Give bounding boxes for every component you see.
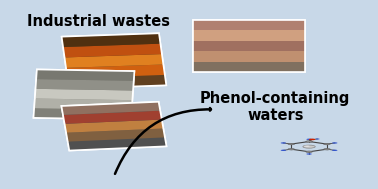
Polygon shape — [63, 44, 162, 57]
Ellipse shape — [288, 148, 294, 150]
Ellipse shape — [324, 143, 330, 145]
Polygon shape — [66, 64, 165, 78]
Text: Industrial wastes: Industrial wastes — [28, 14, 170, 29]
Polygon shape — [34, 70, 135, 119]
Ellipse shape — [303, 145, 315, 148]
Ellipse shape — [309, 139, 315, 140]
Polygon shape — [62, 102, 166, 150]
Polygon shape — [68, 137, 166, 150]
Ellipse shape — [306, 141, 312, 142]
Ellipse shape — [332, 150, 338, 151]
Ellipse shape — [306, 151, 312, 153]
Polygon shape — [68, 75, 166, 89]
Ellipse shape — [281, 142, 286, 144]
Ellipse shape — [288, 143, 294, 145]
Polygon shape — [62, 102, 160, 115]
Text: Phenol-containing
waters: Phenol-containing waters — [200, 91, 350, 123]
Ellipse shape — [332, 142, 338, 144]
Polygon shape — [193, 30, 305, 41]
Polygon shape — [193, 62, 305, 72]
Polygon shape — [66, 129, 165, 142]
Polygon shape — [62, 33, 166, 89]
Polygon shape — [62, 33, 160, 47]
Polygon shape — [193, 20, 305, 30]
FancyArrowPatch shape — [115, 108, 211, 174]
Ellipse shape — [304, 145, 310, 147]
Polygon shape — [193, 41, 305, 51]
Polygon shape — [34, 108, 132, 119]
Polygon shape — [36, 79, 134, 91]
Polygon shape — [193, 20, 305, 72]
Polygon shape — [65, 54, 163, 68]
Polygon shape — [65, 120, 163, 133]
Ellipse shape — [307, 153, 312, 155]
Ellipse shape — [324, 148, 330, 150]
Polygon shape — [193, 51, 305, 62]
Ellipse shape — [307, 139, 312, 140]
Polygon shape — [63, 111, 162, 124]
Polygon shape — [34, 98, 132, 110]
Polygon shape — [35, 89, 133, 100]
Ellipse shape — [281, 150, 286, 151]
Polygon shape — [36, 70, 135, 81]
